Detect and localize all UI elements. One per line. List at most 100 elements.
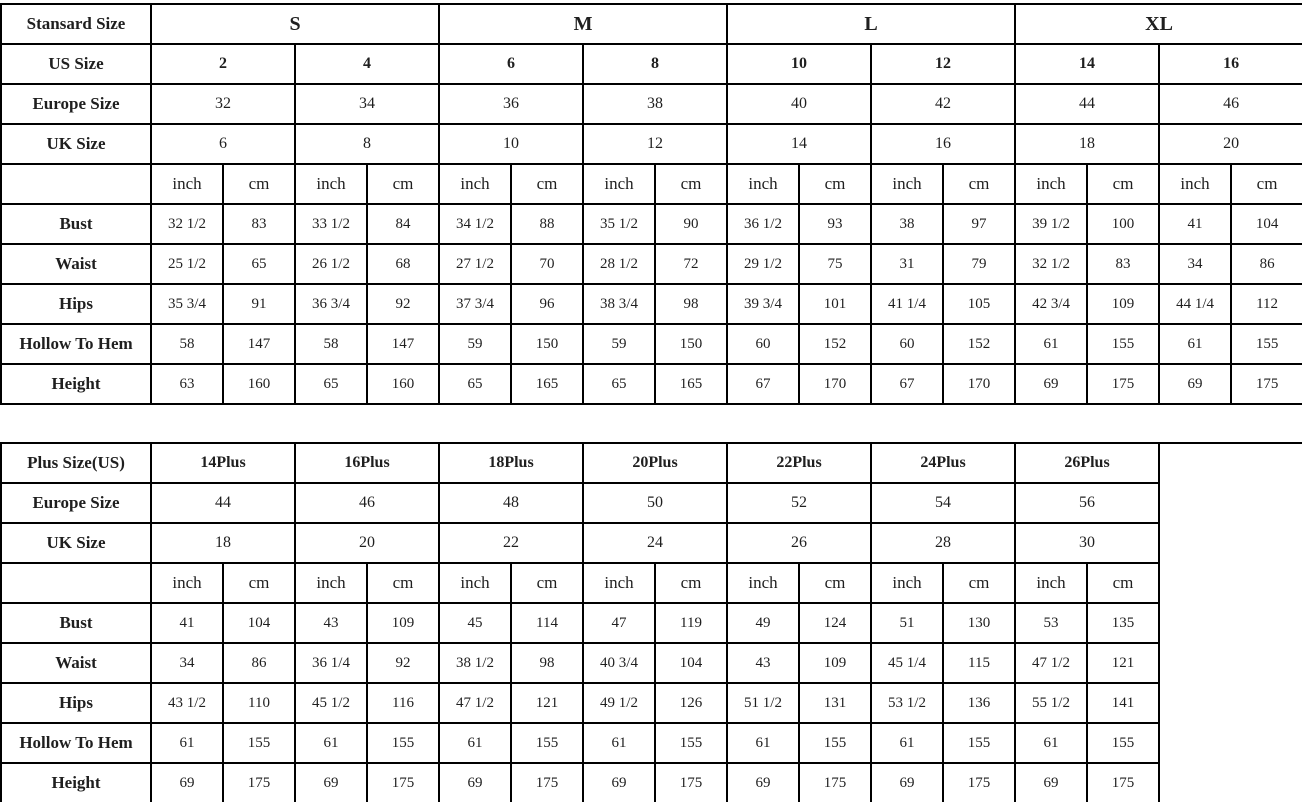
europe-size-value: 56 [1014,482,1160,524]
unit-inch-label: inch [582,163,656,205]
measurement-value: 53 [1014,602,1088,644]
unit-cm-label: cm [654,562,728,604]
europe-size-value: 40 [726,83,873,125]
measurement-row: Waist 25 1/2 65 26 1/2 68 27 1/2 70 28 1/2 72 29 … [0,243,1302,285]
measurement-value: 31 [870,243,945,285]
unit-cm-label: cm [366,163,440,205]
measurement-value: 175 [222,762,296,802]
unit-cm-label: cm [366,562,440,604]
measurement-value: 155 [510,722,584,764]
measurement-label: Waist [0,642,152,684]
measurement-value: 155 [798,722,872,764]
europe-size-value: 54 [870,482,1016,524]
europe-size-value: 36 [438,83,584,125]
uk-size-value: 26 [726,522,872,564]
plus-size-group-24plus: 24Plus [870,442,1016,484]
uk-size-value: 20 [1158,123,1302,165]
unit-inch-label: inch [582,562,656,604]
measurement-value: 152 [942,323,1017,365]
measurement-value: 98 [653,283,729,325]
measurement-value: 47 1/2 [438,682,512,724]
measurement-value: 165 [653,363,729,405]
measurement-value: 68 [366,243,440,285]
measurement-value: 130 [942,602,1016,644]
europe-size-value: 38 [581,83,729,125]
europe-size-value: 34 [294,83,440,125]
measurement-value: 61 [1014,323,1089,365]
size-group-l: L [726,3,1017,45]
us-size-value: 8 [581,43,729,85]
unit-cm-label: cm [222,163,296,205]
measurement-value: 170 [798,363,873,405]
measurement-label: Height [0,762,152,802]
uk-size-value: 10 [438,123,584,165]
uk-size-value: 18 [150,522,296,564]
measurement-value: 47 [582,602,656,644]
measurement-value: 175 [1230,363,1302,405]
measurement-value: 61 [294,722,368,764]
measurement-value: 41 1/4 [870,283,945,325]
europe-size-value: 42 [870,83,1017,125]
measurement-value: 93 [798,203,873,245]
measurement-value: 43 1/2 [150,682,224,724]
measurement-value: 135 [1086,602,1160,644]
us-size-value: 4 [294,43,440,85]
measurement-value: 34 [1158,243,1233,285]
measurement-value: 69 [582,762,656,802]
measurement-value: 175 [1086,762,1160,802]
measurement-value: 38 1/2 [438,642,512,684]
measurement-value: 39 3/4 [726,283,801,325]
measurement-value: 147 [222,323,296,365]
unit-inch-label: inch [150,562,224,604]
measurement-value: 33 1/2 [294,203,368,245]
measurement-row: Hollow To Hem 58 147 58 147 59 150 59 150 60 152 60… [0,323,1302,365]
measurement-row: Bust 41 104 43 109 45 114 47 119 49 124 51 130 53 135 [0,602,1302,644]
unit-cm-label: cm [510,562,584,604]
unit-cm-label: cm [1086,562,1160,604]
plus-size-group-18plus: 18Plus [438,442,584,484]
empty-trailing-cell [1158,442,1302,802]
measurement-value: 86 [1230,243,1302,285]
us-size-value: 16 [1158,43,1302,85]
measurement-value: 60 [726,323,801,365]
measurement-value: 51 [870,602,944,644]
measurement-value: 109 [366,602,440,644]
measurement-value: 114 [510,602,584,644]
uk-size-value: 16 [870,123,1017,165]
measurement-value: 34 1/2 [438,203,512,245]
size-group-s: S [150,3,440,45]
plus-size-row: Plus Size(US) 14Plus 16Plus 18Plus 20Plus 22P… [0,442,1302,802]
measurement-value: 104 [654,642,728,684]
europe-size-label: Europe Size [0,83,152,125]
measurement-value: 115 [942,642,1016,684]
measurement-value: 136 [942,682,1016,724]
us-size-value: 14 [1014,43,1161,85]
measurement-value: 160 [222,363,296,405]
uk-size-value: 24 [582,522,728,564]
measurement-row: Hips 43 1/2 110 45 1/2 116 47 1/2 121 49 1/2 126… [0,682,1302,724]
unit-cm-label: cm [653,163,729,205]
europe-size-value: 32 [150,83,296,125]
measurement-value: 47 1/2 [1014,642,1088,684]
measurement-value: 110 [222,682,296,724]
measurement-value: 45 1/2 [294,682,368,724]
measurement-value: 175 [510,762,584,802]
measurement-value: 69 [294,762,368,802]
uk-size-value: 18 [1014,123,1161,165]
measurement-value: 150 [510,323,584,365]
measurement-row: Bust 32 1/2 83 33 1/2 84 34 1/2 88 35 1/2 90 36 1… [0,203,1302,245]
measurement-value: 59 [438,323,512,365]
measurement-value: 44 1/4 [1158,283,1233,325]
measurement-value: 175 [942,762,1016,802]
uk-size-value: 22 [438,522,584,564]
measurement-value: 38 [870,203,945,245]
measurement-value: 69 [726,762,800,802]
uk-size-value: 28 [870,522,1016,564]
units-row: inch cm inch cm inch cm inch cm inch cm inch cm inch… [0,562,1302,604]
unit-cm-label: cm [798,163,873,205]
measurement-value: 155 [222,722,296,764]
europe-size-row: Europe Size 32 34 36 38 40 42 44 46 [0,83,1302,125]
plus-size-group-26plus: 26Plus [1014,442,1160,484]
measurement-value: 175 [366,762,440,802]
measurement-value: 69 [438,762,512,802]
